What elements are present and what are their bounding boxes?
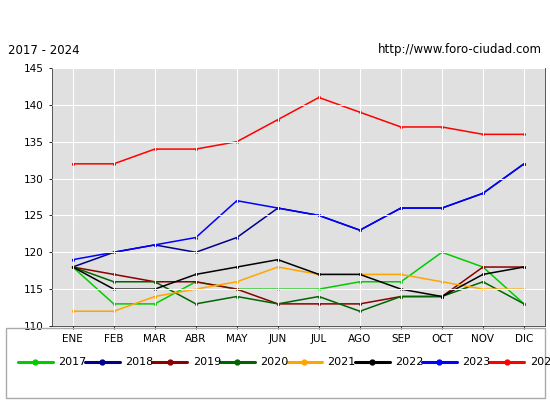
Text: http://www.foro-ciudad.com: http://www.foro-ciudad.com: [378, 44, 542, 56]
Text: 2019: 2019: [193, 357, 221, 366]
Text: 2017 - 2024: 2017 - 2024: [8, 44, 80, 56]
Text: 2020: 2020: [260, 357, 288, 366]
Text: 2022: 2022: [395, 357, 424, 366]
Text: 2018: 2018: [125, 357, 153, 366]
Text: Evolucion num de emigrantes en Ceutí: Evolucion num de emigrantes en Ceutí: [119, 9, 431, 25]
Text: 2024: 2024: [530, 357, 550, 366]
Text: 2023: 2023: [463, 357, 491, 366]
Text: 2021: 2021: [328, 357, 356, 366]
Text: 2017: 2017: [58, 357, 86, 366]
